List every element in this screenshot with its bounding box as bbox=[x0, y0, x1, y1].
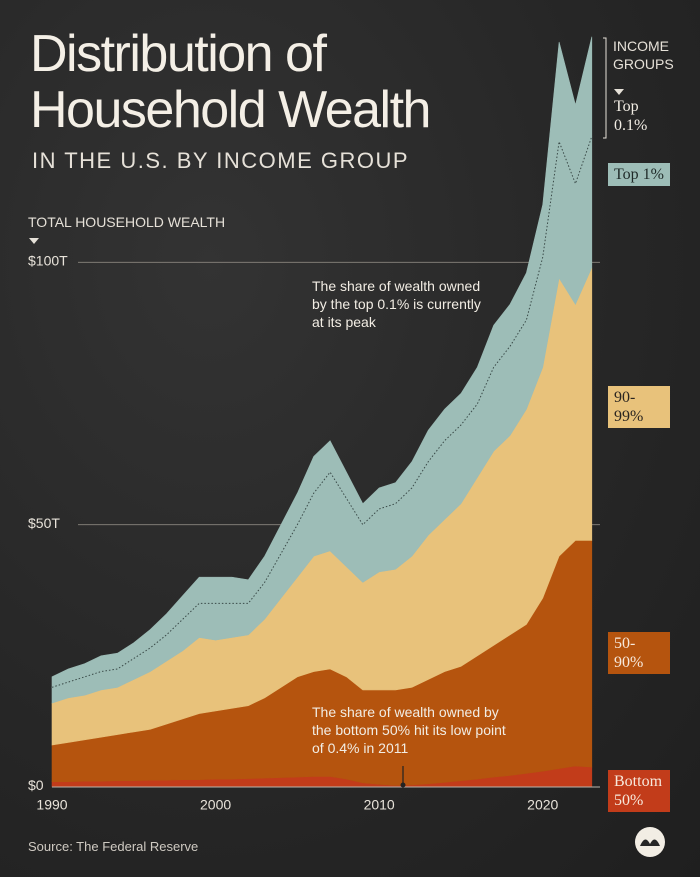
legend-label: 90-99% bbox=[608, 386, 670, 428]
legend-label: Top 1% bbox=[608, 163, 670, 186]
area bbox=[51, 36, 593, 688]
y-axis-label: TOTAL HOUSEHOLD WEALTH bbox=[28, 214, 226, 230]
y-tick-label: $100T bbox=[28, 253, 68, 269]
annotation: The share of wealth owned by the top 0.1… bbox=[312, 278, 481, 330]
legend-title: INCOME GROUPS bbox=[613, 38, 674, 72]
legend-label: Bottom 50% bbox=[608, 770, 670, 812]
bracket bbox=[603, 37, 607, 139]
logo bbox=[635, 827, 665, 857]
legend-label: 50-90% bbox=[608, 632, 670, 674]
x-tick-label: 1990 bbox=[36, 797, 67, 813]
x-tick-label: 2000 bbox=[200, 797, 231, 813]
y-tick-label: $0 bbox=[28, 777, 44, 793]
x-tick-label: 2010 bbox=[364, 797, 395, 813]
arrow-icon bbox=[614, 89, 624, 95]
logo-circle bbox=[635, 827, 665, 857]
legend-label: Top 0.1% bbox=[614, 98, 648, 134]
annotation: The share of wealth owned by the bottom … bbox=[312, 704, 506, 756]
arrow-icon bbox=[29, 238, 39, 244]
chart-title: Distribution of Household Wealth bbox=[30, 25, 431, 139]
source: Source: The Federal Reserve bbox=[28, 839, 199, 854]
x-tick-label: 2020 bbox=[527, 797, 558, 813]
divider-line bbox=[51, 136, 593, 688]
chart-subtitle: IN THE U.S. BY INCOME GROUP bbox=[32, 148, 410, 173]
y-tick-label: $50T bbox=[28, 515, 60, 531]
logo-mark bbox=[640, 839, 660, 846]
annotation-dot bbox=[400, 782, 406, 788]
